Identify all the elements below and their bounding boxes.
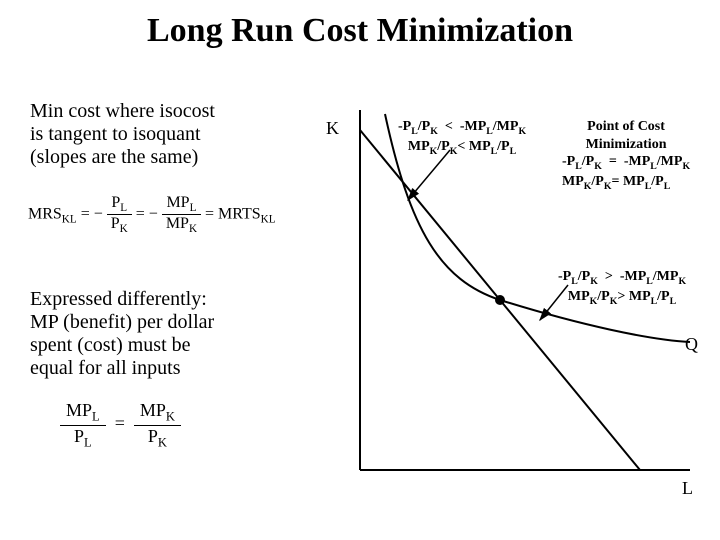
axis-label-l: L — [682, 478, 693, 499]
annot-upper-region: -PL/PK < -MPL/MPKMPK/PK< MPL/PL — [398, 118, 526, 158]
formula-mp-over-p: MPLPL = MPKPK — [60, 400, 181, 450]
para-mp-per-dollar: Expressed differently:MP (benefit) per d… — [30, 288, 214, 380]
axis-label-k: K — [326, 118, 339, 139]
page-title: Long Run Cost Minimization — [0, 12, 720, 50]
isoquant-label-q: Q — [685, 334, 698, 355]
annot-cost-min-point: Point of CostMinimization-PL/PK = -MPL/M… — [562, 118, 690, 193]
annot-lower-region: -PL/PK > -MPL/MPKMPK/PK> MPL/PL — [558, 268, 686, 308]
para-tangent: Min cost where isocostis tangent to isoq… — [30, 100, 215, 169]
formula-mrs-mrts: MRSKL = − PLPK = − MPLMPK = MRTSKL — [28, 194, 276, 235]
